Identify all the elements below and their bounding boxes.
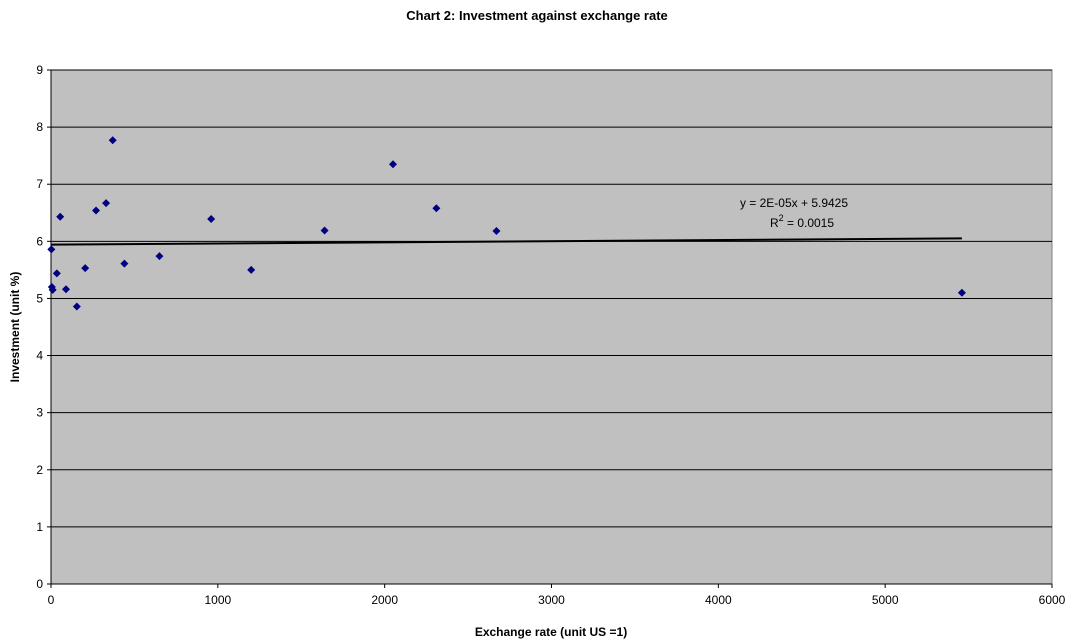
y-tick-label: 3 bbox=[36, 406, 43, 420]
r-squared-superscript: 2 bbox=[779, 213, 784, 223]
data-points bbox=[47, 136, 966, 311]
y-tick-label: 6 bbox=[36, 234, 43, 248]
r-squared-value: = 0.0015 bbox=[784, 216, 835, 230]
y-tick-label: 1 bbox=[36, 520, 43, 534]
data-point bbox=[47, 245, 56, 254]
data-point bbox=[957, 288, 966, 297]
x-tick-label: 4000 bbox=[705, 593, 732, 607]
data-point bbox=[81, 264, 90, 273]
x-tick-label: 1000 bbox=[204, 593, 231, 607]
plot-area bbox=[50, 69, 1053, 585]
data-point bbox=[120, 259, 129, 268]
data-point bbox=[320, 226, 329, 235]
x-tick-label: 2000 bbox=[371, 593, 398, 607]
data-point bbox=[492, 227, 501, 236]
data-point bbox=[155, 252, 164, 261]
x-tick-label: 3000 bbox=[538, 593, 565, 607]
y-axis-label: Investment (unit %) bbox=[8, 272, 22, 383]
data-point bbox=[48, 285, 57, 294]
data-point bbox=[207, 215, 216, 224]
chart-title: Chart 2: Investment against exchange rat… bbox=[406, 8, 668, 23]
y-tick-label: 2 bbox=[36, 463, 43, 477]
x-tick-labels: 0 1000 2000 3000 4000 5000 6000 bbox=[48, 593, 1066, 607]
trendline bbox=[50, 237, 962, 246]
data-point bbox=[102, 199, 111, 208]
data-point bbox=[62, 285, 71, 294]
x-tick-label: 6000 bbox=[1039, 593, 1066, 607]
y-tick-label: 7 bbox=[36, 177, 43, 191]
data-point bbox=[52, 269, 61, 278]
data-point bbox=[56, 212, 65, 221]
data-point bbox=[92, 206, 101, 215]
data-point bbox=[108, 136, 117, 145]
trendline-r-squared: R2 = 0.0015 bbox=[770, 213, 834, 230]
data-point bbox=[389, 160, 398, 169]
x-tick-label: 5000 bbox=[872, 593, 899, 607]
data-point bbox=[247, 265, 256, 274]
axes bbox=[47, 69, 1053, 588]
y-tick-label: 5 bbox=[36, 291, 43, 305]
x-axis-label: Exchange rate (unit US =1) bbox=[475, 625, 627, 639]
y-tick-label: 0 bbox=[36, 577, 43, 591]
trendline-equation: y = 2E-05x + 5.9425 bbox=[740, 196, 848, 210]
r-squared-prefix: R bbox=[770, 216, 779, 230]
y-tick-label: 8 bbox=[36, 120, 43, 134]
y-tick-labels: 0 1 2 3 4 5 6 7 8 9 bbox=[36, 63, 43, 591]
x-tick-label: 0 bbox=[48, 593, 55, 607]
data-point bbox=[72, 302, 81, 311]
y-tick-label: 4 bbox=[36, 349, 43, 363]
y-tick-label: 9 bbox=[36, 63, 43, 77]
data-point bbox=[432, 204, 441, 213]
